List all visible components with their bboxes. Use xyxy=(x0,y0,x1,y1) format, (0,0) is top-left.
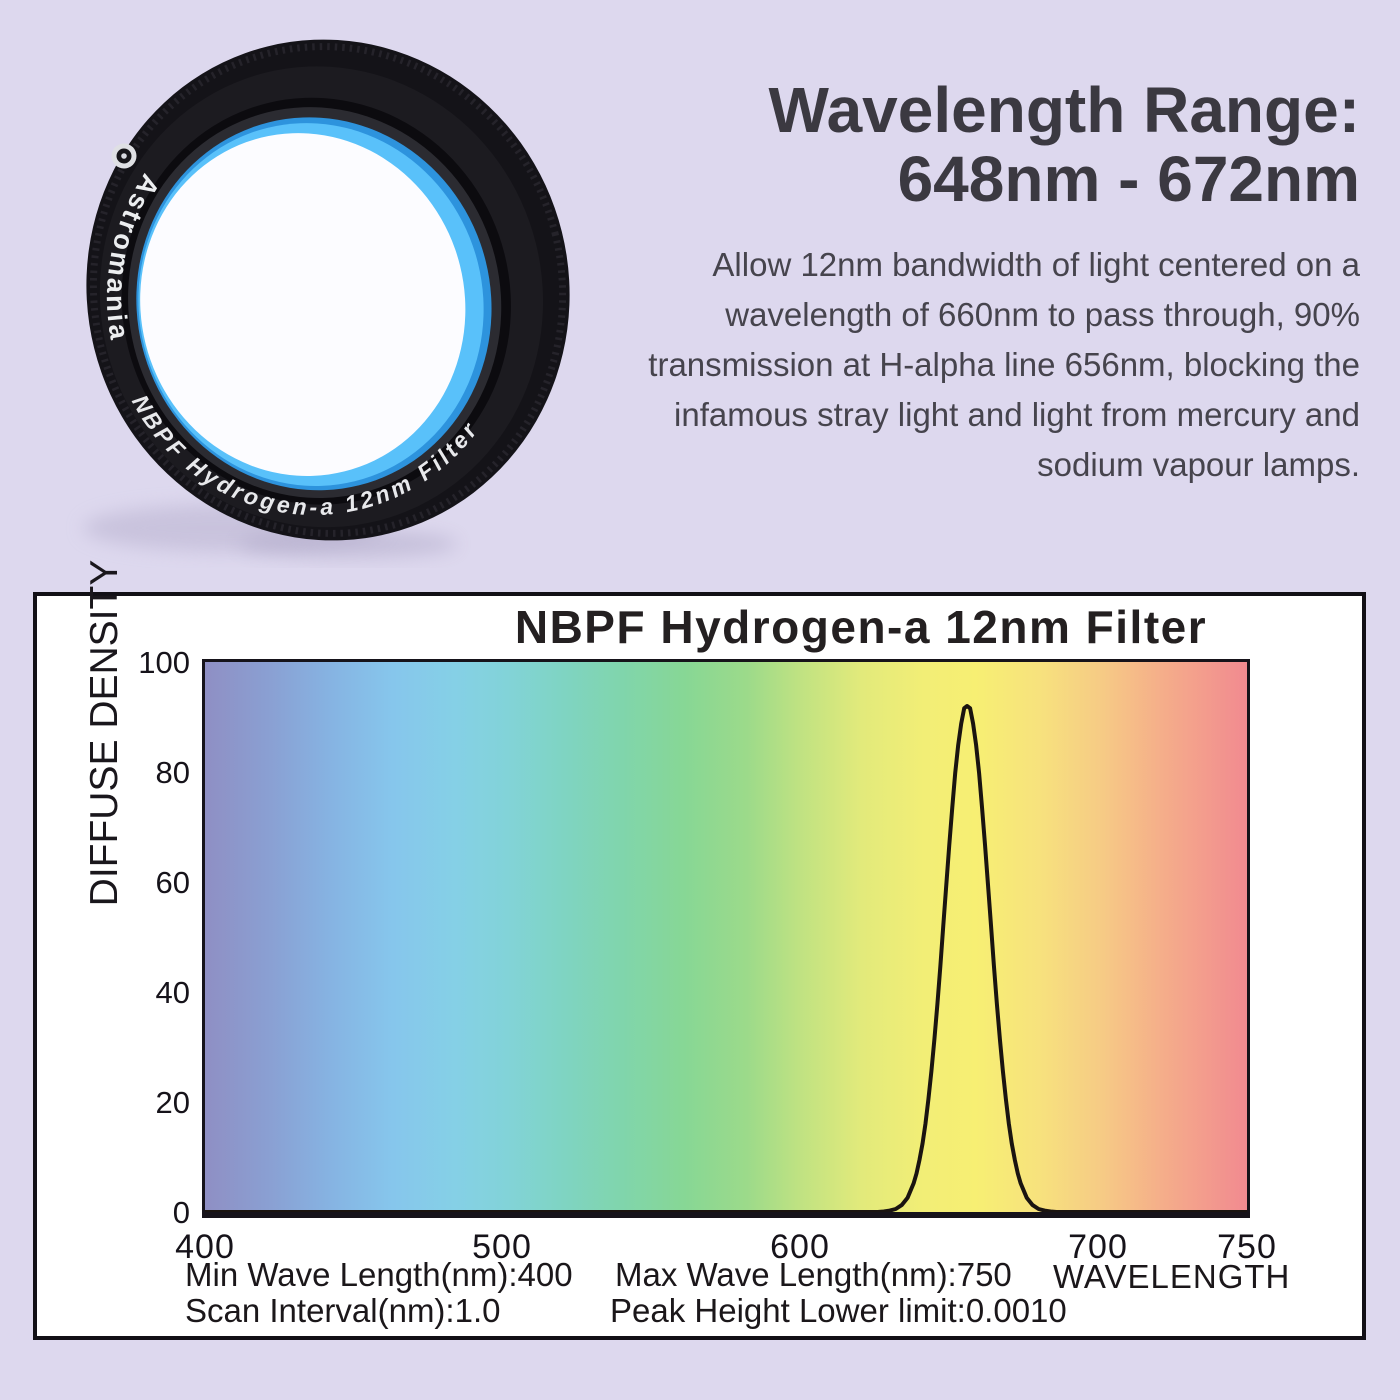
y-tick-60: 60 xyxy=(155,865,190,900)
x-tick-400: 400 xyxy=(175,1228,235,1266)
hero-headline: Wavelength Range: 648nm - 672nm xyxy=(620,74,1360,216)
plot-area xyxy=(202,659,1250,1218)
x-axis-name: WAVELENGTH xyxy=(1053,1258,1291,1295)
transmission-curve-svg xyxy=(205,704,1247,1212)
filter-photo-illustration: Astromania NBPF Hydrogen-a 12nm Filter xyxy=(83,39,570,558)
hero-description: Allow 12nm bandwidth of light centered o… xyxy=(648,246,1360,484)
y-axis-label: DIFFUSE DENSITY xyxy=(83,559,126,907)
annotation-min-wave: Min Wave Length(nm):400 xyxy=(185,1256,573,1293)
x-tick-700: 700 xyxy=(1068,1228,1128,1266)
hero-text-block: Wavelength Range: 648nm - 672nm Allow 12… xyxy=(620,74,1360,490)
headline-line2: 648nm - 672nm xyxy=(897,143,1360,216)
spectral-chart-panel: NBPF Hydrogen-a 12nm Filter DIFFUSE DENS… xyxy=(33,560,1366,1340)
y-tick-80: 80 xyxy=(155,755,190,790)
annotation-max-wave: Max Wave Length(nm):750 xyxy=(615,1256,1012,1293)
annotation-scan-interval: Scan Interval(nm):1.0 xyxy=(185,1292,501,1329)
y-tick-20: 20 xyxy=(155,1085,190,1120)
transmission-curve xyxy=(205,704,1247,1212)
annotation-peak-height: Peak Height Lower limit:0.0010 xyxy=(610,1292,1067,1329)
filter-body xyxy=(86,39,570,541)
chart-title: NBPF Hydrogen-a 12nm Filter xyxy=(514,601,1208,653)
knurled-edge-texture xyxy=(89,43,567,537)
y-tick-0: 0 xyxy=(172,1195,190,1230)
y-tick-40: 40 xyxy=(155,975,190,1010)
x-tick-750: 750 xyxy=(1217,1228,1277,1266)
product-photo: Astromania NBPF Hydrogen-a 12nm Filter xyxy=(58,8,603,568)
headline-line1: Wavelength Range: xyxy=(768,74,1360,146)
y-tick-100: 100 xyxy=(138,645,190,680)
x-tick-500: 500 xyxy=(472,1228,532,1266)
astromania-logo-icon xyxy=(111,143,137,169)
x-tick-600: 600 xyxy=(770,1228,830,1266)
lens-glass xyxy=(140,133,466,476)
